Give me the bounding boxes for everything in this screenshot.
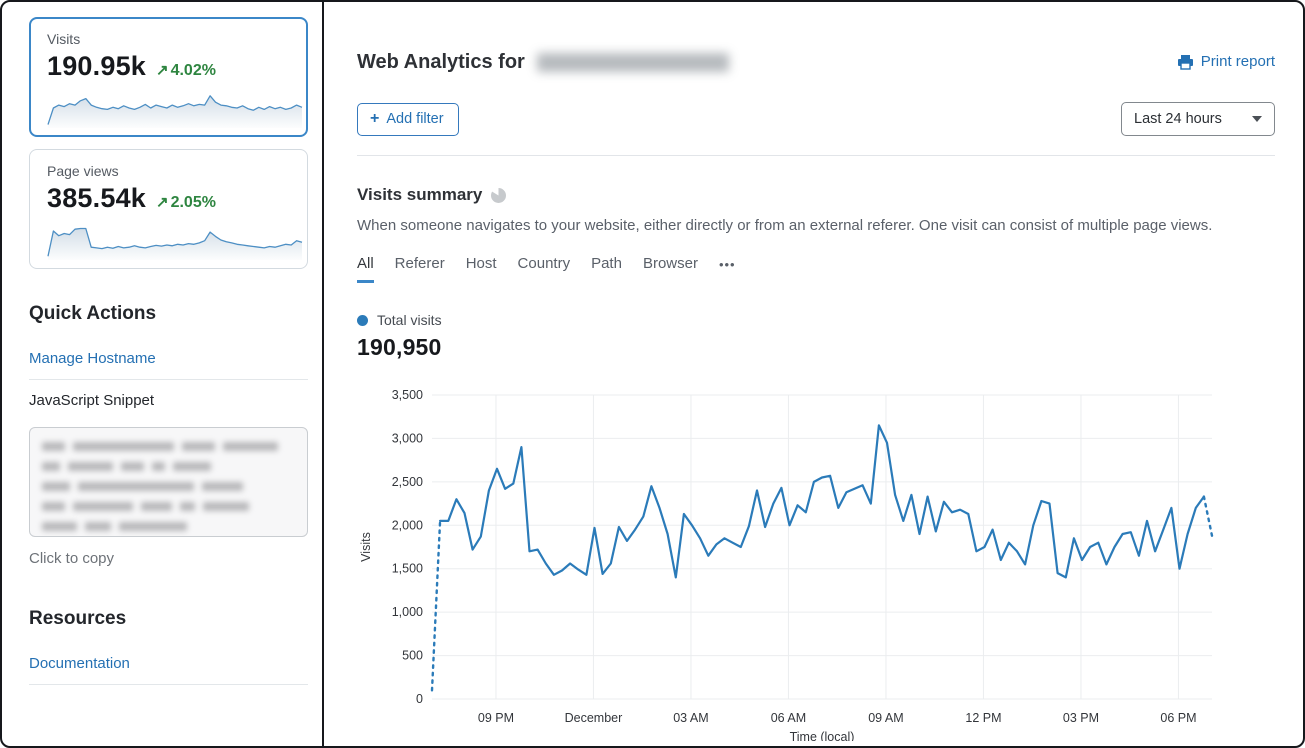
svg-text:03 AM: 03 AM <box>673 711 708 725</box>
plus-icon: + <box>370 109 380 127</box>
pageviews-card-value: 385.54k <box>47 183 146 213</box>
svg-text:1,000: 1,000 <box>392 605 423 619</box>
svg-text:06 PM: 06 PM <box>1160 711 1196 725</box>
click-to-copy-hint: Click to copy <box>29 550 115 567</box>
page-title: Web Analytics for <box>357 51 729 74</box>
sidebar: Visits 190.95k ↗ 4.02% Page views 385.54k… <box>2 2 324 746</box>
tab-country[interactable]: Country <box>517 255 571 272</box>
total-visits-value: 190,950 <box>357 334 442 360</box>
resources-heading: Resources <box>29 608 127 629</box>
summary-tabs: All Referer Host Country Path Browser ••• <box>357 255 1275 283</box>
main-panel: Web Analytics for Print report + Add fil… <box>324 2 1303 746</box>
pie-chart-icon <box>491 187 507 203</box>
visits-summary-description: When someone navigates to your website, … <box>357 217 1213 234</box>
svg-text:03 PM: 03 PM <box>1063 711 1099 725</box>
svg-text:2,000: 2,000 <box>392 518 423 532</box>
javascript-snippet-box[interactable] <box>29 427 308 537</box>
pageviews-card-label: Page views <box>47 163 119 179</box>
trend-up-icon: ↗ <box>156 62 169 79</box>
visits-card-value: 190.95k <box>47 51 146 81</box>
tab-more[interactable]: ••• <box>718 257 736 272</box>
trend-up-icon: ↗ <box>156 194 169 211</box>
svg-text:0: 0 <box>416 692 423 706</box>
svg-text:Visits: Visits <box>359 532 373 562</box>
site-domain-redacted <box>536 53 729 72</box>
pageviews-sparkline <box>47 219 303 261</box>
svg-text:2,500: 2,500 <box>392 475 423 489</box>
svg-text:09 PM: 09 PM <box>478 711 514 725</box>
manage-hostname-link[interactable]: Manage Hostname <box>29 350 156 367</box>
visits-stat-card[interactable]: Visits 190.95k ↗ 4.02% <box>29 17 308 137</box>
printer-icon <box>1177 54 1193 70</box>
svg-text:Time (local): Time (local) <box>790 730 855 741</box>
legend-dot-icon <box>357 314 368 326</box>
svg-text:3,000: 3,000 <box>392 431 423 445</box>
svg-text:06 AM: 06 AM <box>771 711 806 725</box>
divider <box>357 155 1275 156</box>
visits-card-label: Visits <box>47 31 81 47</box>
documentation-link[interactable]: Documentation <box>29 655 130 672</box>
chart-legend: Total visits <box>357 312 1275 328</box>
legend-label: Total visits <box>377 312 442 328</box>
svg-text:1,500: 1,500 <box>392 562 423 576</box>
visits-summary-heading: Visits summary <box>357 185 483 204</box>
divider <box>29 684 308 685</box>
tab-referer[interactable]: Referer <box>394 255 445 272</box>
divider <box>29 379 308 380</box>
chevron-down-icon <box>1252 116 1262 122</box>
tab-host[interactable]: Host <box>465 255 497 272</box>
tab-path[interactable]: Path <box>591 255 622 272</box>
add-filter-button[interactable]: + Add filter <box>357 102 459 136</box>
tab-all[interactable]: All <box>357 255 374 283</box>
visits-card-delta: ↗ 4.02% <box>156 62 216 79</box>
svg-text:12 PM: 12 PM <box>965 711 1001 725</box>
visits-sparkline <box>47 87 303 129</box>
print-report-link[interactable]: Print report <box>1177 53 1275 70</box>
tab-browser[interactable]: Browser <box>642 255 698 272</box>
svg-text:09 AM: 09 AM <box>868 711 903 725</box>
pageviews-card-delta: ↗ 2.05% <box>156 194 216 211</box>
svg-text:3,500: 3,500 <box>392 388 423 402</box>
svg-text:December: December <box>565 711 623 725</box>
pageviews-stat-card[interactable]: Page views 385.54k ↗ 2.05% <box>29 149 308 269</box>
time-range-dropdown[interactable]: Last 24 hours <box>1121 102 1275 136</box>
javascript-snippet-label: JavaScript Snippet <box>29 392 155 409</box>
quick-actions-heading: Quick Actions <box>29 303 157 324</box>
visits-line-chart[interactable]: 0 500 1,000 1,500 2,000 2,500 3,000 3,500 09 PM D… <box>357 387 1275 741</box>
svg-text:500: 500 <box>402 649 423 663</box>
